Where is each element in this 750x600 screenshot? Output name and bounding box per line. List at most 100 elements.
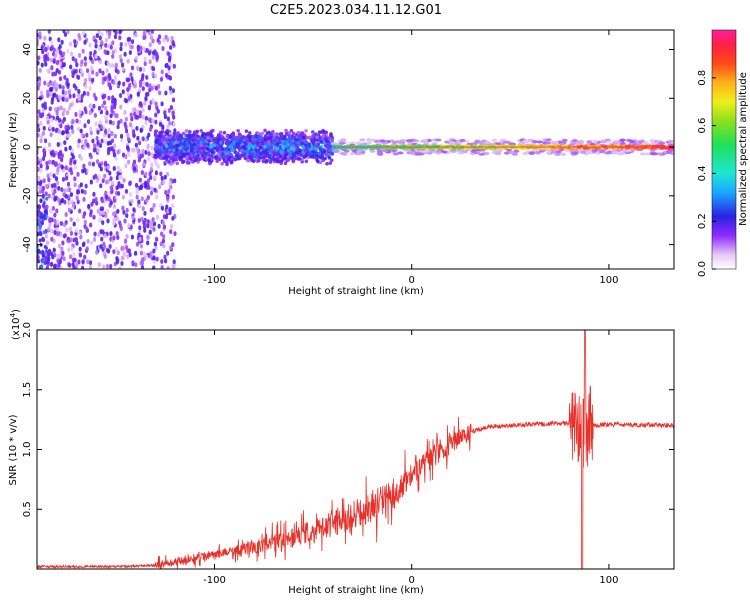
heat-cell bbox=[324, 153, 329, 157]
heat-cell bbox=[171, 110, 175, 116]
heat-cell bbox=[65, 129, 69, 135]
heat-cell bbox=[318, 146, 322, 151]
heat-cell bbox=[83, 219, 87, 225]
heat-cell bbox=[99, 183, 103, 189]
heat-cell bbox=[89, 222, 93, 228]
heat-cell bbox=[356, 149, 363, 153]
heat-cell bbox=[179, 149, 184, 153]
heat-cell bbox=[98, 163, 102, 168]
heat-cell bbox=[109, 231, 113, 236]
y-tick-label: 0 bbox=[22, 144, 33, 150]
heat-cell bbox=[107, 95, 111, 101]
heat-cell bbox=[171, 242, 175, 248]
heat-cell bbox=[240, 150, 245, 154]
heat-cell bbox=[88, 110, 92, 116]
heat-cell bbox=[545, 141, 552, 145]
heat-cell bbox=[275, 138, 280, 143]
heat-cell bbox=[124, 163, 128, 169]
heat-cell bbox=[97, 105, 102, 111]
heat-cell bbox=[292, 135, 297, 140]
heat-cell bbox=[54, 128, 58, 133]
heat-cell bbox=[144, 96, 148, 101]
heat-cell bbox=[92, 92, 97, 98]
heat-cell bbox=[656, 152, 663, 156]
heat-cell bbox=[47, 248, 52, 254]
heat-cell bbox=[39, 167, 43, 173]
heat-cell bbox=[59, 123, 63, 129]
heat-cell bbox=[162, 234, 166, 240]
heat-cell bbox=[138, 236, 142, 242]
heat-cell bbox=[62, 30, 66, 34]
heat-cell bbox=[154, 101, 158, 107]
heat-cell bbox=[37, 60, 40, 66]
heat-cell bbox=[38, 238, 42, 243]
heat-cell bbox=[91, 59, 95, 65]
heat-cell bbox=[115, 175, 120, 181]
heat-cell bbox=[511, 152, 518, 156]
heat-cell bbox=[41, 112, 45, 117]
heat-cell bbox=[138, 177, 142, 183]
heat-cell bbox=[256, 148, 261, 152]
heat-cell bbox=[123, 218, 127, 224]
heat-cell bbox=[37, 255, 40, 260]
heat-cell bbox=[168, 207, 172, 212]
heat-cell bbox=[564, 148, 571, 152]
heat-cell bbox=[112, 166, 116, 171]
heat-cell bbox=[435, 138, 442, 142]
heat-cell bbox=[459, 138, 466, 142]
heat-cell bbox=[128, 50, 132, 55]
heat-cell bbox=[43, 101, 47, 107]
heat-cell bbox=[127, 248, 132, 254]
heat-cell bbox=[522, 139, 529, 143]
heat-cell bbox=[61, 250, 65, 256]
heat-cell bbox=[121, 89, 125, 95]
heat-cell bbox=[140, 170, 144, 175]
heat-cell bbox=[146, 235, 150, 240]
heat-cell bbox=[48, 106, 52, 112]
heat-cell bbox=[241, 135, 246, 139]
heat-cell bbox=[423, 141, 430, 145]
heat-cell bbox=[130, 39, 135, 44]
heat-cell bbox=[60, 246, 64, 252]
heat-cell bbox=[269, 149, 273, 153]
heat-cell bbox=[67, 89, 71, 95]
heat-cell bbox=[649, 152, 656, 156]
heat-cell bbox=[149, 250, 153, 256]
heat-cell bbox=[100, 236, 104, 242]
heat-cell bbox=[160, 231, 164, 237]
heat-cell bbox=[275, 142, 280, 146]
heat-cell bbox=[128, 192, 133, 197]
colorbar-tick-label: 0.0 bbox=[697, 261, 708, 277]
heat-cell bbox=[165, 62, 169, 68]
heat-cell bbox=[64, 175, 69, 181]
heat-cell bbox=[222, 154, 227, 159]
heat-cell bbox=[70, 124, 74, 130]
heat-cell bbox=[52, 92, 56, 98]
heat-cell bbox=[126, 145, 130, 151]
heat-cell bbox=[94, 173, 98, 179]
heat-cell bbox=[81, 242, 85, 248]
heat-cell bbox=[69, 64, 73, 70]
heat-cell bbox=[50, 188, 55, 193]
heat-cell bbox=[97, 174, 101, 180]
heat-cell bbox=[60, 198, 64, 204]
heat-cell bbox=[105, 194, 109, 200]
heat-cell bbox=[106, 248, 111, 254]
heat-cell bbox=[267, 153, 272, 158]
heat-cell bbox=[160, 259, 164, 264]
heat-cell bbox=[57, 185, 61, 191]
heat-cell bbox=[89, 209, 93, 215]
heat-cell bbox=[73, 164, 78, 170]
heat-cell bbox=[288, 151, 293, 155]
heat-cell bbox=[37, 248, 41, 253]
heat-cell bbox=[285, 144, 290, 148]
heat-cell bbox=[103, 49, 107, 55]
heat-cell bbox=[171, 215, 175, 221]
heat-cell bbox=[126, 253, 130, 259]
heat-cell bbox=[45, 204, 49, 210]
heat-cell bbox=[169, 105, 174, 110]
heat-cell bbox=[150, 30, 155, 34]
heat-cell bbox=[304, 153, 309, 157]
heat-cell bbox=[151, 54, 155, 60]
heat-cell bbox=[155, 236, 159, 242]
